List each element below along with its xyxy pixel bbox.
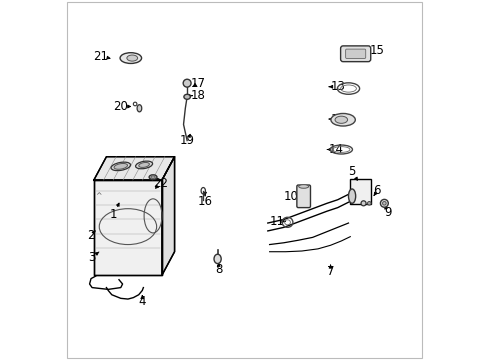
Ellipse shape [137,105,142,112]
FancyBboxPatch shape [296,185,310,208]
Text: 11: 11 [269,215,284,228]
Text: 5: 5 [347,165,355,177]
Ellipse shape [126,55,137,61]
Ellipse shape [183,79,191,87]
Text: 14: 14 [328,143,343,156]
Ellipse shape [120,53,142,63]
Text: 4: 4 [138,296,146,309]
Text: 13: 13 [329,80,345,93]
Text: 3: 3 [88,251,96,264]
Text: 17: 17 [190,77,205,90]
Ellipse shape [367,202,370,205]
Polygon shape [94,157,174,180]
Ellipse shape [135,161,152,169]
Ellipse shape [298,185,308,188]
Ellipse shape [151,176,155,179]
Ellipse shape [111,162,130,171]
FancyBboxPatch shape [345,49,365,58]
Ellipse shape [382,202,386,205]
Ellipse shape [183,94,190,99]
Text: 2: 2 [87,229,95,242]
Text: 18: 18 [190,89,205,102]
FancyBboxPatch shape [340,46,370,62]
Ellipse shape [114,163,127,169]
Text: 10: 10 [283,190,298,203]
Text: 16: 16 [197,195,212,208]
Text: 19: 19 [179,134,194,147]
Ellipse shape [149,175,157,180]
Text: 9: 9 [384,206,391,219]
Polygon shape [94,180,162,275]
Text: 6: 6 [373,184,380,197]
Ellipse shape [348,189,355,203]
Ellipse shape [214,254,221,264]
Ellipse shape [139,162,149,167]
Text: 8: 8 [215,263,222,276]
Text: 15: 15 [369,44,384,57]
Text: 20: 20 [113,100,128,113]
Ellipse shape [334,116,347,123]
Ellipse shape [380,199,387,207]
Text: 1: 1 [110,208,117,221]
Text: 22: 22 [152,177,167,190]
Ellipse shape [330,113,355,126]
Text: 12: 12 [329,113,345,126]
Polygon shape [162,157,174,275]
Text: 7: 7 [326,265,334,278]
Ellipse shape [360,201,366,206]
Text: 21: 21 [93,50,108,63]
FancyBboxPatch shape [349,179,370,204]
